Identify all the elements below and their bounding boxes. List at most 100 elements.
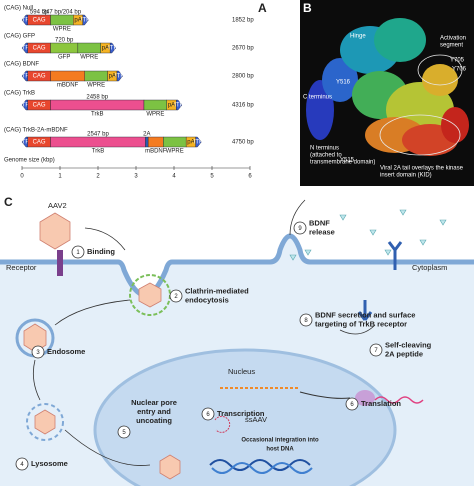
step-label: Lysosome (31, 459, 68, 468)
element-label: ITR (20, 140, 30, 146)
element-label: CAG (33, 18, 46, 24)
step-label: Clathrin-mediated (185, 286, 249, 295)
element-label: ITR (81, 18, 91, 24)
step-label: uncoating (136, 416, 172, 425)
length-label: 2A (143, 132, 150, 138)
step-number: 9 (298, 226, 302, 232)
nucleus (93, 348, 397, 486)
element-label: ITR (194, 140, 204, 146)
mbdnf-segment (147, 136, 164, 148)
length-label: 2458 bp (86, 95, 108, 101)
element-label: pA (168, 103, 175, 109)
wpre-segment (143, 99, 167, 111)
step-number: 1 (76, 250, 80, 256)
construct-size: 2670 bp (232, 46, 254, 52)
aav-capsid (23, 212, 181, 480)
step-badge (369, 343, 383, 357)
itr (116, 70, 123, 82)
step-label: 2A peptide (385, 349, 423, 358)
cell-label: Nucleus (228, 367, 255, 376)
structure-label: transmembrane domain) (310, 160, 375, 166)
element-label: CAG (33, 74, 46, 80)
length-label: 720 bp (55, 38, 74, 44)
step-label: Endosome (47, 347, 85, 356)
axis-tick-label: 1 (58, 174, 62, 180)
element-label: ITR (115, 74, 125, 80)
step-label: Translation (361, 399, 401, 408)
wpre-segment (163, 136, 187, 148)
gene-label: mBDNF (57, 83, 79, 89)
gene-label: WPRE (87, 83, 105, 89)
element-label: pA (102, 46, 109, 52)
structure-label: Y515 (340, 158, 355, 164)
membrane (0, 233, 474, 298)
arrow (299, 391, 351, 399)
bdnf (289, 209, 447, 261)
step-label: targeting of TrkB receptor (315, 319, 407, 328)
gene-label: GFP (58, 55, 70, 61)
step-label: release (309, 227, 335, 236)
step-badge (31, 345, 45, 359)
wpre-segment (77, 42, 101, 54)
element-label: pA (74, 18, 81, 24)
element-label: ITR (108, 46, 118, 52)
step-number: 5 (122, 430, 126, 436)
wpre-segment (84, 70, 108, 82)
step-label: BDNF secretion and surface (315, 310, 415, 319)
step-badge (293, 221, 307, 235)
panel-label: C (4, 195, 13, 209)
peptide (374, 396, 424, 404)
construct-name: (CAG) TrkB-2A-mBDNF (4, 128, 68, 134)
element-label: ITR (20, 46, 30, 52)
gene-label: TrkB (91, 112, 103, 118)
protein-structure (306, 18, 469, 156)
step-badge (71, 245, 85, 259)
axis-tick-label: 4 (172, 174, 176, 180)
step-number: 4 (20, 462, 24, 468)
element-label: ITR (20, 18, 30, 24)
trkb-segment (50, 136, 146, 148)
construct-size: 2800 bp (232, 74, 254, 80)
structure-label: Hinge (350, 34, 366, 40)
wpre-segment (50, 14, 74, 26)
cell-label: Cytoplasm (412, 263, 447, 272)
step-label: endocytosis (185, 295, 229, 304)
axis-tick-label: 5 (210, 174, 214, 180)
construct-size: 1852 bp (232, 18, 254, 24)
step-badge (169, 289, 183, 303)
itr (109, 42, 117, 54)
cell-label: ssAAV (245, 415, 267, 424)
element-label: CAG (33, 140, 46, 146)
step-label: BDNF (309, 218, 330, 227)
trkb-segment (50, 99, 145, 111)
structure-label: C terminus (303, 95, 332, 101)
structure-label: N terminus (310, 146, 339, 152)
element-label: ITR (20, 103, 30, 109)
step-label: Nuclear pore (131, 398, 177, 407)
step-badge (117, 425, 131, 439)
panel-label: A (258, 1, 267, 15)
host-dna (209, 459, 311, 471)
panel-label: B (303, 1, 312, 15)
gene-label: WPRE (166, 149, 184, 155)
step-label: Transcription (217, 409, 265, 418)
structure-label: Activation (440, 36, 466, 42)
mbdnf-segment (50, 70, 85, 82)
twoa-segment (145, 136, 149, 148)
structure-label: Y516 (336, 80, 351, 86)
itr (82, 14, 89, 26)
itr (195, 136, 202, 148)
gene-label: WPRE (80, 55, 98, 61)
element-label: ITR (174, 103, 184, 109)
itr (176, 99, 183, 111)
gene-label: WPRE (53, 27, 71, 33)
step-badge (299, 313, 313, 327)
step-label: Binding (87, 247, 115, 256)
element-label: CAG (33, 46, 46, 52)
step-label: entry and (137, 407, 171, 416)
step-badge (15, 457, 29, 471)
element-label: pA (187, 140, 194, 146)
element-label: CAG (33, 103, 46, 109)
length-label: 247 bp/204 bp (43, 10, 82, 16)
construct-size: 4750 bp (232, 140, 254, 146)
